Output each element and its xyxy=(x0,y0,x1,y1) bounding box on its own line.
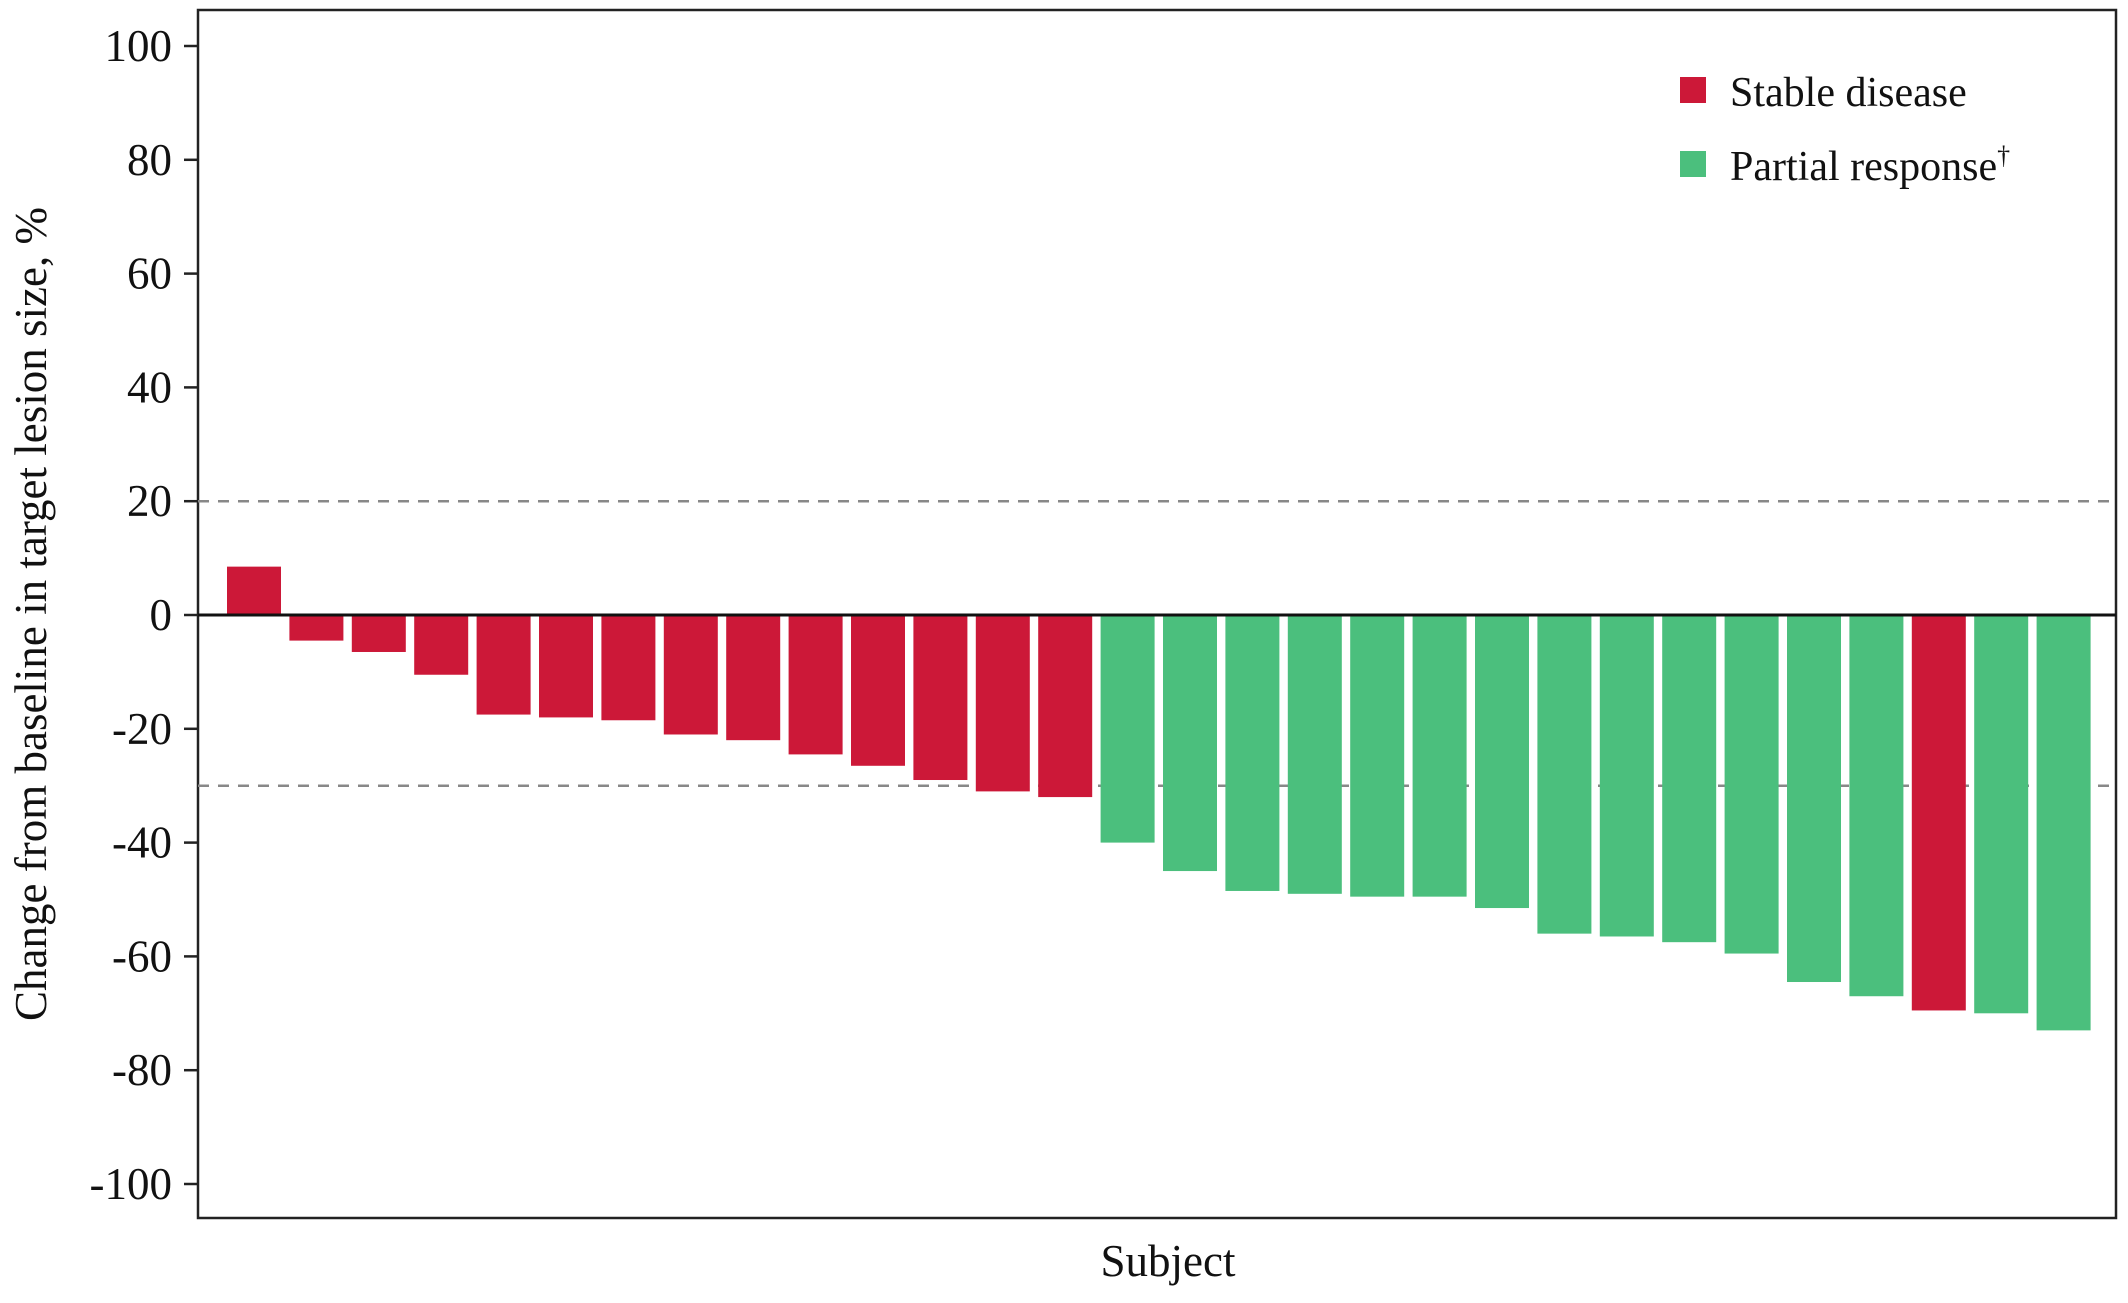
bar-5 xyxy=(476,615,531,715)
y-tick-label: -80 xyxy=(112,1045,172,1095)
bar-9 xyxy=(726,615,781,741)
bar-17 xyxy=(1225,615,1280,891)
y-tick-label: 40 xyxy=(127,362,172,412)
y-tick-label: -60 xyxy=(112,931,172,981)
y-tick-label: -40 xyxy=(112,818,172,868)
bar-28 xyxy=(1911,615,1966,1011)
bar-25 xyxy=(1724,615,1779,954)
bar-8 xyxy=(663,615,718,735)
bar-16 xyxy=(1163,615,1217,872)
legend-swatch-partial-response xyxy=(1680,151,1706,177)
bar-11 xyxy=(851,615,905,766)
bar-6 xyxy=(539,615,593,718)
bar-2 xyxy=(289,615,344,641)
bar-4 xyxy=(414,615,469,675)
bar-10 xyxy=(788,615,843,755)
bar-27 xyxy=(1849,615,1904,997)
legend-label-partial-response: Partial response† xyxy=(1730,141,2010,190)
bar-29 xyxy=(1974,615,2029,1014)
bar-24 xyxy=(1662,615,1717,943)
y-tick-label: 0 xyxy=(150,590,173,640)
bar-23 xyxy=(1599,615,1654,937)
bar-13 xyxy=(975,615,1030,792)
bar-15 xyxy=(1100,615,1155,843)
bar-21 xyxy=(1475,615,1529,909)
bar-19 xyxy=(1350,615,1405,897)
y-tick-label: -20 xyxy=(112,704,172,754)
bar-14 xyxy=(1038,615,1093,798)
bar-22 xyxy=(1537,615,1592,934)
y-axis-title: Change from baseline in target lesion si… xyxy=(6,207,56,1021)
legend-swatch-stable-disease xyxy=(1680,77,1706,103)
bar-18 xyxy=(1287,615,1342,894)
bar-30 xyxy=(2036,615,2091,1031)
y-tick-label: 20 xyxy=(127,476,172,526)
bar-12 xyxy=(913,615,968,781)
bar-1 xyxy=(227,566,281,615)
bar-26 xyxy=(1787,615,1841,983)
bar-7 xyxy=(601,615,656,721)
x-axis-title: Subject xyxy=(1101,1236,1236,1286)
bar-20 xyxy=(1412,615,1467,897)
y-tick-label: 100 xyxy=(105,21,173,71)
bar-3 xyxy=(351,615,406,652)
legend-label-stable-disease: Stable disease xyxy=(1730,70,1967,116)
y-tick-label: -100 xyxy=(90,1159,173,1209)
legend-footnote-marker: † xyxy=(1997,141,2010,170)
y-tick-label: 60 xyxy=(127,249,172,299)
y-tick-label: 80 xyxy=(127,135,172,185)
